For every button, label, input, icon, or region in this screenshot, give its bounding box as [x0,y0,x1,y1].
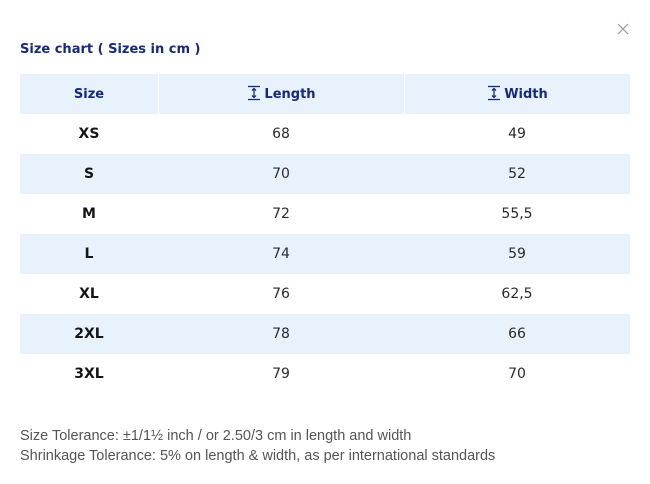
width-cell: 55,5 [501,206,533,222]
size-cell: L [84,246,94,262]
vertical-measure-icon [488,85,501,101]
close-button[interactable] [614,20,632,38]
size-table: Size Length Width [20,74,630,394]
tolerance-notes: Size Tolerance: ±1/1½ inch / or 2.50/3 c… [20,426,495,466]
width-cell: 70 [508,366,526,382]
width-cell: 62,5 [501,286,533,302]
modal-title: Size chart ( Sizes in cm ) [20,42,201,57]
size-cell: 2XL [74,326,104,342]
table-row: 2XL 78 66 [20,314,630,354]
table-row: L 74 59 [20,234,630,274]
table-row: 3XL 79 70 [20,354,630,394]
length-cell: 72 [272,206,290,222]
header-length: Length [158,74,404,114]
length-cell: 79 [272,366,290,382]
size-cell: 3XL [74,366,104,382]
header-width: Width [404,74,630,114]
header-length-label: Length [264,86,316,102]
table-row: S 70 52 [20,154,630,194]
length-cell: 68 [272,126,290,142]
close-icon [617,23,629,35]
width-cell: 59 [508,246,526,262]
size-cell: S [83,166,95,182]
vertical-measure-icon [248,85,261,101]
size-tolerance-text: Size Tolerance: ±1/1½ inch / or 2.50/3 c… [20,428,412,444]
length-cell: 74 [272,246,290,262]
length-cell: 76 [272,286,290,302]
size-cell: XS [78,126,100,142]
width-cell: 52 [508,166,526,182]
header-width-label: Width [504,86,548,102]
size-cell: XL [79,286,99,302]
length-cell: 70 [272,166,290,182]
header-size: Size [73,86,105,102]
width-cell: 66 [508,326,526,342]
table-row: XL 76 62,5 [20,274,630,314]
table-header-row: Size Length Width [20,74,630,114]
length-cell: 78 [272,326,290,342]
shrinkage-tolerance-text: Shrinkage Tolerance: 5% on length & widt… [20,448,496,464]
size-cell: M [82,206,96,222]
table-row: M 72 55,5 [20,194,630,234]
width-cell: 49 [508,126,526,142]
table-row: XS 68 49 [20,114,630,154]
